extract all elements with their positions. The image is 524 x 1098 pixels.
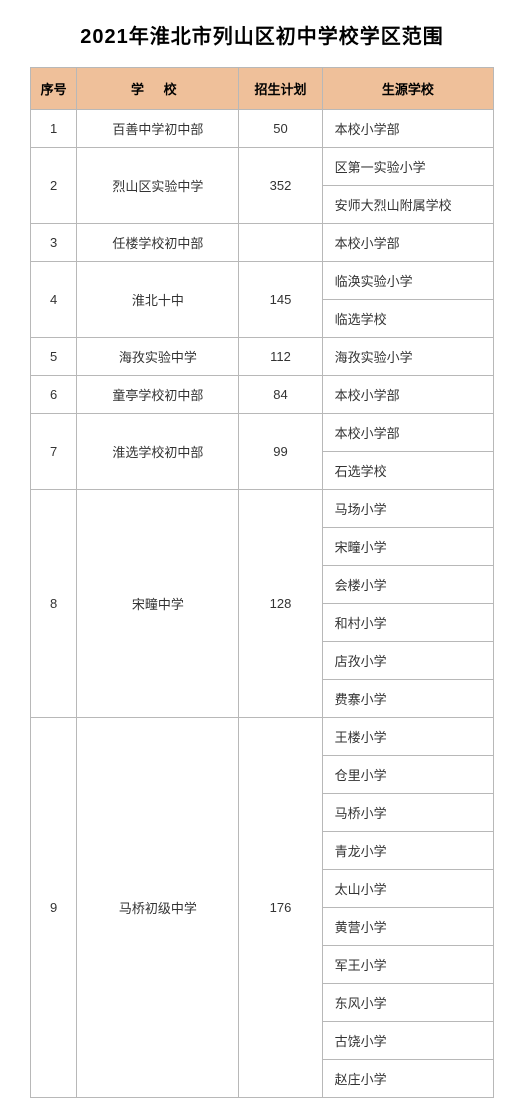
cell-source: 会楼小学 [322,566,493,604]
cell-idx: 3 [31,224,77,262]
table-row: 5海孜实验中学112海孜实验小学 [31,338,494,376]
cell-plan: 145 [239,262,322,338]
cell-source: 黄营小学 [322,908,493,946]
cell-school: 淮北十中 [77,262,239,338]
table-row: 6童亭学校初中部84本校小学部 [31,376,494,414]
cell-school: 海孜实验中学 [77,338,239,376]
cell-idx: 9 [31,718,77,1098]
cell-idx: 8 [31,490,77,718]
cell-school: 任楼学校初中部 [77,224,239,262]
cell-idx: 2 [31,148,77,224]
cell-plan: 84 [239,376,322,414]
col-header-plan: 招生计划 [239,68,322,110]
cell-source: 本校小学部 [322,414,493,452]
cell-source: 店孜小学 [322,642,493,680]
col-header-school: 学 校 [77,68,239,110]
cell-source: 本校小学部 [322,224,493,262]
cell-source: 费寨小学 [322,680,493,718]
cell-source: 海孜实验小学 [322,338,493,376]
cell-school: 淮选学校初中部 [77,414,239,490]
cell-school: 百善中学初中部 [77,110,239,148]
table-row: 4淮北十中145临涣实验小学 [31,262,494,300]
cell-source: 马桥小学 [322,794,493,832]
cell-source: 石选学校 [322,452,493,490]
table-body: 1百善中学初中部50本校小学部2烈山区实验中学352区第一实验小学安师大烈山附属… [31,110,494,1098]
cell-idx: 4 [31,262,77,338]
cell-source: 太山小学 [322,870,493,908]
cell-source: 仓里小学 [322,756,493,794]
cell-source: 古饶小学 [322,1022,493,1060]
cell-plan: 352 [239,148,322,224]
cell-source: 临涣实验小学 [322,262,493,300]
col-header-idx: 序号 [31,68,77,110]
cell-source: 本校小学部 [322,376,493,414]
cell-school: 宋疃中学 [77,490,239,718]
cell-source: 宋疃小学 [322,528,493,566]
cell-school: 马桥初级中学 [77,718,239,1098]
cell-idx: 5 [31,338,77,376]
cell-plan [239,224,322,262]
table-header-row: 序号 学 校 招生计划 生源学校 [31,68,494,110]
cell-idx: 6 [31,376,77,414]
col-header-source: 生源学校 [322,68,493,110]
cell-source: 安师大烈山附属学校 [322,186,493,224]
cell-source: 区第一实验小学 [322,148,493,186]
cell-source: 青龙小学 [322,832,493,870]
cell-source: 东风小学 [322,984,493,1022]
page-title: 2021年淮北市列山区初中学校学区范围 [30,20,494,49]
table-row: 3任楼学校初中部 本校小学部 [31,224,494,262]
table-row: 8宋疃中学128马场小学 [31,490,494,528]
cell-school: 童亭学校初中部 [77,376,239,414]
cell-source: 赵庄小学 [322,1060,493,1098]
cell-plan: 176 [239,718,322,1098]
cell-plan: 50 [239,110,322,148]
table-row: 1百善中学初中部50本校小学部 [31,110,494,148]
cell-source: 王楼小学 [322,718,493,756]
cell-school: 烈山区实验中学 [77,148,239,224]
cell-plan: 99 [239,414,322,490]
cell-source: 马场小学 [322,490,493,528]
cell-idx: 1 [31,110,77,148]
cell-plan: 128 [239,490,322,718]
cell-source: 本校小学部 [322,110,493,148]
cell-source: 军王小学 [322,946,493,984]
cell-source: 和村小学 [322,604,493,642]
school-table: 序号 学 校 招生计划 生源学校 1百善中学初中部50本校小学部2烈山区实验中学… [30,67,494,1098]
table-row: 7淮选学校初中部99本校小学部 [31,414,494,452]
cell-plan: 112 [239,338,322,376]
table-row: 9马桥初级中学176王楼小学 [31,718,494,756]
table-row: 2烈山区实验中学352区第一实验小学 [31,148,494,186]
cell-idx: 7 [31,414,77,490]
cell-source: 临选学校 [322,300,493,338]
